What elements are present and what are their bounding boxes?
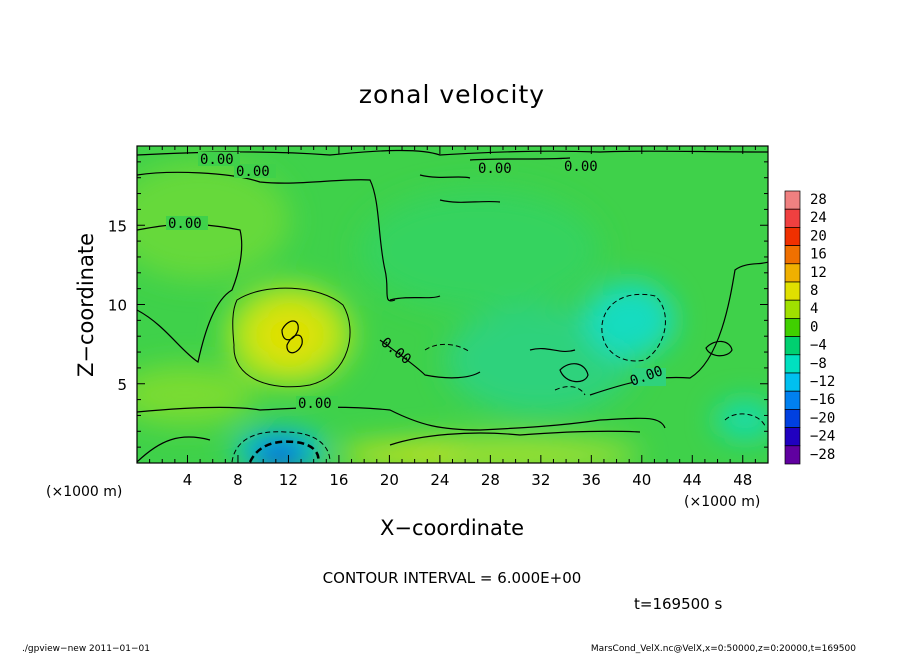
colorbar-label: 12 <box>810 265 827 281</box>
footer-right: MarsCond_VelX.nc@VelX,x=0:50000,z=0:2000… <box>591 644 856 654</box>
x-axis: 4 8 12 16 20 24 28 32 36 40 44 48 <box>149 146 756 489</box>
colorbar-label: 24 <box>810 210 827 226</box>
colorbar-label: 4 <box>810 301 818 317</box>
colorbar-swatch <box>784 427 801 447</box>
colorbar-label: 8 <box>810 283 818 299</box>
colorbar-label: −8 <box>810 356 827 372</box>
contour-interval: CONTOUR INTERVAL = 6.000E+00 <box>323 569 582 587</box>
contour-label: 0.00 <box>478 161 512 177</box>
colorbar-label: −4 <box>810 338 827 354</box>
colorbar-swatch <box>784 390 801 410</box>
colorbar-swatch <box>784 299 801 319</box>
x-tick-label: 44 <box>683 471 702 489</box>
colorbar-label: −12 <box>810 374 835 390</box>
y-axis-label: Z−coordinate <box>74 233 98 377</box>
contour-label: 0.00 <box>236 164 270 180</box>
x-tick-label: 48 <box>733 471 752 489</box>
x-unit-right: (×1000 m) <box>684 494 760 510</box>
contour-label: 0.00 <box>564 159 598 175</box>
strong-negative-contour <box>248 440 320 463</box>
x-tick-label: 28 <box>481 471 500 489</box>
footer-left: ./gpview−new 2011−01−01 <box>22 644 150 654</box>
colorbar-label: −16 <box>810 392 835 408</box>
x-unit-left: (×1000 m) <box>46 484 122 500</box>
colorbar-swatch <box>784 227 801 246</box>
colorbar: 28 24 20 16 12 8 4 0 −4 −8 −12 −16 −20 −24 −28 <box>784 190 835 465</box>
plot-area <box>137 146 768 463</box>
x-tick-label: 24 <box>430 471 449 489</box>
colorbar-swatch <box>784 445 801 465</box>
x-tick-label: 36 <box>582 471 601 489</box>
x-tick-label: 4 <box>183 471 193 489</box>
y-tick-label: 10 <box>108 297 127 315</box>
contour-label: 0.00 <box>168 216 202 232</box>
y-tick-label: 15 <box>108 217 127 235</box>
colorbar-label: 0 <box>810 319 818 335</box>
contour-lines <box>137 149 768 463</box>
colorbar-swatch <box>784 208 801 228</box>
colorbar-swatch <box>784 372 801 392</box>
colorbar-label: −24 <box>810 429 835 445</box>
x-tick-label: 8 <box>233 471 243 489</box>
colorbar-swatch <box>784 318 801 337</box>
colorbar-swatch <box>784 354 801 374</box>
contour-label: 0.00 <box>298 396 332 412</box>
x-tick-label: 12 <box>279 471 298 489</box>
field-shading <box>137 160 768 463</box>
colorbar-swatch <box>784 281 801 301</box>
colorbar-swatch <box>784 263 801 283</box>
x-axis-label: X−coordinate <box>380 516 524 540</box>
colorbar-swatch <box>784 190 801 210</box>
y-axis: 5 10 15 <box>108 161 768 448</box>
x-tick-label: 40 <box>632 471 651 489</box>
colorbar-label: −20 <box>810 410 835 426</box>
x-tick-label: 16 <box>329 471 348 489</box>
chart-title: zonal velocity <box>359 80 545 109</box>
colorbar-swatch <box>784 409 801 428</box>
contour-label: 0.00 <box>200 152 234 168</box>
x-tick-label: 20 <box>380 471 399 489</box>
colorbar-label: 20 <box>810 228 827 244</box>
negative-contours <box>231 293 767 463</box>
colorbar-label: −28 <box>810 447 835 463</box>
colorbar-label: 28 <box>810 192 827 208</box>
colorbar-swatch <box>784 336 801 356</box>
colorbar-label: 16 <box>810 247 827 263</box>
x-tick-label: 32 <box>531 471 550 489</box>
colorbar-swatch <box>784 245 801 265</box>
y-tick-label: 5 <box>117 376 127 394</box>
time-label: t=169500 s <box>634 595 722 613</box>
